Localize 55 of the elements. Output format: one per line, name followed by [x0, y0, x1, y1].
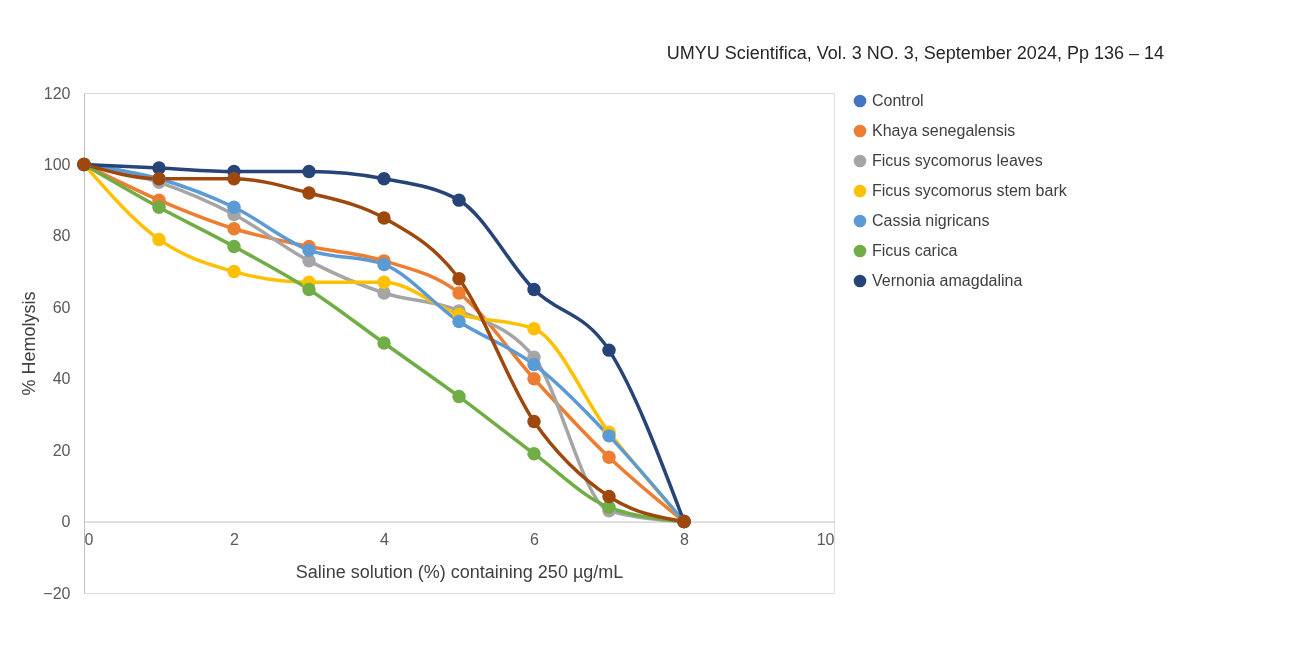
point [227, 200, 241, 214]
legend-label: Cassia nigricans [872, 212, 990, 229]
legend-label: Vernonia amagdalina [872, 272, 1023, 289]
point [602, 343, 616, 357]
point [527, 322, 541, 336]
y-tick-label: 80 [52, 227, 71, 245]
point [527, 414, 541, 429]
point [527, 357, 541, 372]
legend-label: Khaya senegalensis [872, 122, 1016, 139]
legend-label: Ficus sycomorus leaves [872, 152, 1043, 169]
point [227, 172, 241, 186]
point [377, 172, 391, 186]
point [377, 336, 391, 350]
legend-label: Control [872, 92, 924, 109]
point [227, 222, 241, 236]
point [302, 164, 316, 179]
point [452, 193, 466, 207]
point [527, 372, 541, 386]
y-tick-label: 60 [52, 298, 71, 316]
x-axis-title: Saline solution (%) containing 250 µg/mL [295, 562, 624, 583]
legend-label: Ficus carica [872, 242, 958, 259]
point [602, 450, 616, 464]
y-tick-label: 100 [43, 155, 71, 173]
point [452, 286, 466, 300]
point [227, 239, 241, 254]
point [152, 200, 166, 214]
x-tick-label: 4 [380, 531, 390, 549]
y-tick-label: 120 [43, 84, 71, 102]
y-axis-title: % Hemolysis [19, 291, 40, 396]
point [377, 257, 391, 272]
point [227, 264, 241, 279]
point [302, 186, 316, 200]
x-tick-label: 6 [530, 531, 540, 549]
x-tick-label: 0 [84, 531, 94, 549]
y-tick-label: 0 [61, 513, 71, 531]
point [527, 282, 541, 297]
point [377, 275, 391, 289]
point [152, 232, 166, 247]
y-tick-label: 40 [52, 370, 71, 388]
point [602, 489, 616, 504]
point [527, 447, 541, 461]
point [302, 243, 316, 257]
x-tick-label: 10 [816, 531, 835, 549]
point [602, 429, 616, 443]
point [452, 314, 466, 329]
y-tick-label: 20 [52, 441, 71, 459]
legend-label: Ficus sycomorus stem bark [872, 182, 1068, 199]
point [377, 211, 391, 225]
y-tick-label: −20 [43, 584, 71, 602]
x-tick-label: 8 [680, 531, 690, 549]
point [302, 282, 316, 297]
x-tick-label: 2 [230, 531, 240, 549]
point [452, 389, 466, 404]
point [452, 272, 466, 286]
text: UMYU Scientifica, Vol. 3 NO. 3, September 2024, Pp 136 – 14 [666, 43, 1164, 63]
